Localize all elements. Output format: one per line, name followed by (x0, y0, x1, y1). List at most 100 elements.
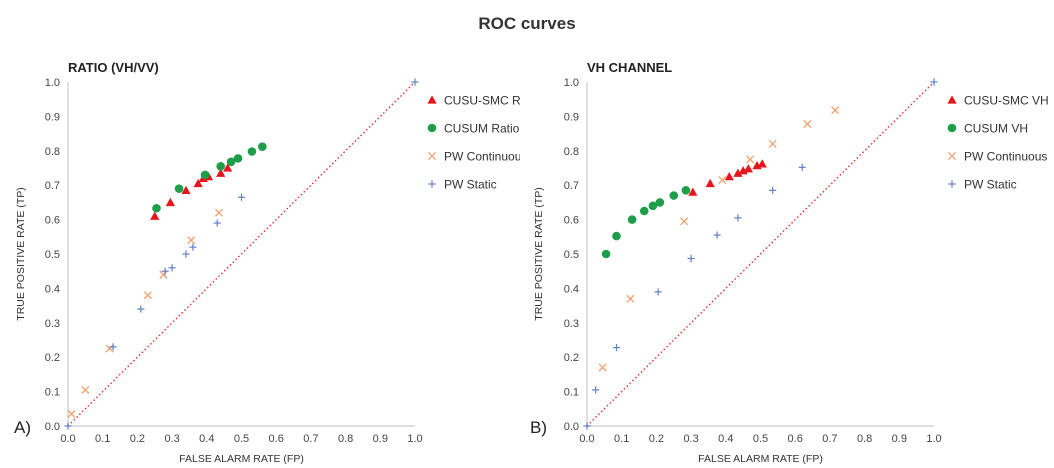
y-tick-label: 0.3 (45, 318, 60, 330)
y-tick-label: 0.1 (564, 387, 579, 399)
diagonal-reference-line (586, 81, 935, 427)
x-axis-label: FALSE ALARM RATE (FP) (179, 453, 304, 465)
series-pw-continuous (598, 106, 840, 372)
y-tick-label: 0.2 (564, 352, 579, 364)
cusu-smc-ratio-point-7 (223, 163, 233, 172)
pw-static-point-4 (687, 254, 695, 263)
y-tick-label: 0.0 (564, 421, 579, 433)
series-pw-continuous (67, 208, 224, 419)
cusu-smc-ratio-point-2 (181, 185, 191, 195)
pw-static-point-1 (592, 386, 600, 394)
cusu-smc-vh-point-3 (733, 168, 743, 177)
x-tick-label: 0.1 (614, 433, 629, 445)
pw-continuous-point-2 (105, 344, 114, 353)
pw-static-point-2 (612, 343, 621, 352)
pw-static-point-6 (734, 214, 742, 222)
panel-title: VH CHANNEL (587, 60, 672, 75)
legend-pw-static-point-marker (948, 180, 956, 188)
x-tick-label: 0.7 (303, 433, 318, 445)
cusu-smc-ratio-point-3 (193, 178, 203, 188)
legend-label-cusu-smc-vh: CUSU-SMC VH (964, 94, 1049, 108)
cusum-vh-point-0 (601, 249, 611, 259)
x-tick-label: 0.4 (199, 433, 214, 445)
pw-continuous-point-0 (67, 409, 76, 419)
pw-continuous-point-4 (159, 270, 168, 279)
x-tick-label: 0.0 (60, 433, 75, 445)
y-tick-label: 0.6 (45, 215, 60, 227)
y-tick-label: 1.0 (45, 77, 60, 89)
cusu-smc-vh-point-7 (757, 159, 767, 168)
legend-label-pw-static: PW Static (444, 178, 497, 192)
x-tick-label: 0.3 (683, 433, 698, 445)
cusum-vh-point-5 (655, 198, 665, 207)
roc-chart-ratio: RATIO (VH/VV) A) 0.0 0.1 0.2 0.3 0.4 0.5 0.6 0.7 0… (14, 60, 520, 465)
pw-continuous-point-7 (831, 106, 840, 115)
cusu-smc-ratio-point-1 (165, 197, 175, 207)
pw-static-point-3 (161, 267, 169, 275)
pw-static-point-6 (189, 243, 197, 251)
pw-static-point-3 (654, 288, 662, 296)
pw-continuous-point-4 (746, 155, 755, 164)
x-tick-label: 1.0 (407, 433, 422, 445)
legend-pw-continuous-point-marker (947, 151, 957, 161)
legend-cusu-smc-vh-point-marker (947, 95, 957, 104)
cusum-ratio-point-4 (226, 157, 236, 167)
legend-cusum-ratio-point-marker (427, 123, 437, 133)
cusu-smc-vh-point-0 (688, 187, 698, 196)
x-tick-label: 0.5 (234, 433, 249, 445)
x-tick-label: 0.6 (269, 433, 284, 445)
series-pw-static (64, 78, 419, 430)
legend-label-cusum-vh: CUSUM VH (964, 122, 1028, 136)
legend-cusum-vh-point-marker (947, 123, 957, 133)
pw-static-point-5 (182, 250, 190, 258)
y-tick-label: 0.6 (564, 215, 579, 227)
y-tick-label: 1.0 (564, 77, 579, 89)
y-tick-label: 0.9 (45, 111, 60, 123)
legend-cusu-smc-ratio-point-marker (427, 95, 437, 104)
legend: CUSU-SMC VH CUSUM VH PW Continuous PW Stati… (947, 94, 1049, 192)
cusu-smc-ratio-point-6 (216, 168, 226, 177)
y-tick-label: 0.8 (564, 146, 579, 158)
y-tick-label: 0.5 (45, 249, 60, 261)
pw-continuous-point-3 (143, 291, 152, 300)
cusum-ratio-point-1 (174, 184, 184, 193)
pw-static-point-9 (411, 78, 419, 86)
legend-label-cusu-smc-ratio: CUSU-SMC Ratio (444, 94, 520, 108)
legend: CUSU-SMC Ratio CUSUM Ratio PW Continuous PW… (427, 94, 520, 192)
x-tick-label: 0.0 (579, 433, 594, 445)
pw-continuous-point-3 (718, 175, 727, 185)
pw-static-point-1 (109, 343, 117, 351)
y-tick-label: 0.1 (45, 387, 60, 399)
pw-continuous-point-5 (187, 236, 196, 245)
x-tick-label: 0.6 (788, 433, 803, 445)
pw-continuous-point-0 (598, 363, 607, 372)
panel-title: RATIO (VH/VV) (68, 60, 159, 75)
diagonal-reference-line (67, 81, 416, 427)
y-tick-label: 0.5 (564, 249, 579, 261)
series-cusum-vh (601, 186, 691, 259)
pw-static-point-7 (213, 219, 221, 227)
pw-continuous-point-1 (81, 385, 90, 394)
y-tick-label: 0.4 (564, 283, 579, 295)
series-cusu-smc-ratio (150, 163, 233, 220)
x-tick-label: 0.8 (857, 433, 872, 445)
pw-static-point-0 (583, 422, 591, 430)
cusum-vh-point-4 (648, 201, 658, 211)
cusum-vh-point-3 (639, 206, 649, 216)
x-axis-label: FALSE ALARM RATE (FP) (698, 453, 823, 465)
series-pw-static (583, 78, 938, 430)
series-cusum-ratio (152, 142, 267, 213)
pw-static-point-0 (64, 422, 72, 430)
pw-static-point-5 (713, 231, 721, 239)
cusu-smc-vh-point-1 (705, 178, 715, 188)
pw-static-point-4 (168, 264, 176, 272)
cusum-ratio-point-7 (258, 142, 267, 151)
x-tick-label: 0.2 (649, 433, 664, 445)
y-tick-label: 0.2 (45, 352, 60, 364)
cusum-vh-point-1 (612, 231, 621, 241)
legend-label-cusum-ratio: CUSUM Ratio (444, 122, 520, 136)
legend-pw-continuous-point-marker (427, 151, 437, 161)
x-tick-label: 0.3 (164, 433, 179, 445)
y-axis-label: TRUE POSITIVE RATE (TP) (533, 187, 545, 320)
legend-label-pw-continuous: PW Continuous (964, 150, 1047, 164)
